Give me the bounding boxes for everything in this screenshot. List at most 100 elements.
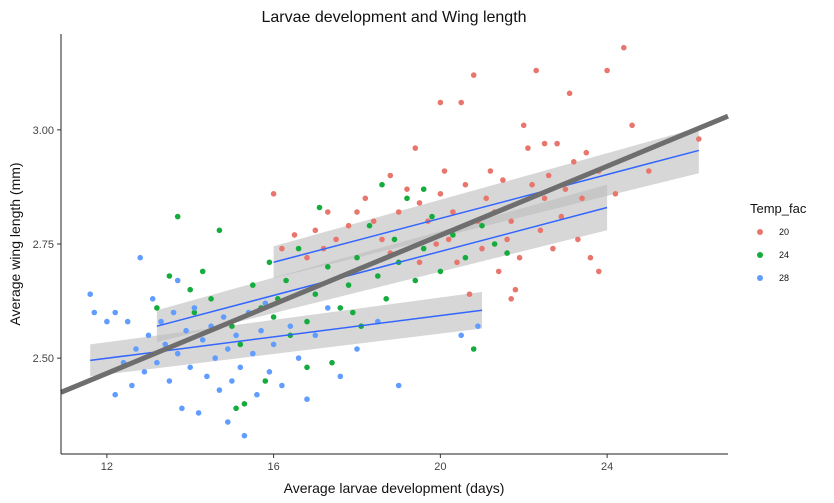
data-point-28 xyxy=(133,346,139,352)
data-point-20 xyxy=(433,241,440,247)
data-point-20 xyxy=(579,195,585,202)
data-point-28 xyxy=(266,369,273,375)
x-axis-ticks: 12 16 20 24 xyxy=(101,454,613,473)
data-point-24 xyxy=(391,236,398,243)
data-point-20 xyxy=(454,259,460,266)
data-point-24 xyxy=(462,254,469,261)
plot-area xyxy=(60,44,729,439)
data-point-24 xyxy=(304,364,310,371)
data-point-28 xyxy=(229,378,235,384)
data-point-20 xyxy=(362,195,369,202)
data-point-20 xyxy=(587,254,594,261)
data-point-20 xyxy=(312,227,319,234)
legend-label-28: 28 xyxy=(779,273,789,283)
data-point-24 xyxy=(429,213,435,220)
data-point-24 xyxy=(250,282,256,288)
data-point-20 xyxy=(437,99,444,106)
data-point-20 xyxy=(545,172,552,179)
legend-key-24 xyxy=(757,252,763,258)
x-tick-label: 16 xyxy=(267,461,279,473)
data-point-24 xyxy=(199,268,206,275)
data-point-28 xyxy=(220,314,227,320)
data-point-24 xyxy=(216,227,223,234)
data-point-28 xyxy=(287,323,294,330)
data-point-28 xyxy=(241,432,248,439)
data-points xyxy=(87,44,702,439)
data-point-20 xyxy=(504,236,510,243)
data-point-20 xyxy=(325,209,331,215)
data-point-28 xyxy=(149,296,156,302)
data-point-24 xyxy=(366,222,373,229)
chart-title: Larvae development and Wing length xyxy=(261,9,526,26)
data-point-20 xyxy=(445,236,452,243)
data-point-28 xyxy=(166,378,173,384)
legend: Temp_fac 20 24 28 xyxy=(750,201,807,283)
data-point-24 xyxy=(187,286,193,293)
data-point-20 xyxy=(533,67,539,74)
data-point-28 xyxy=(141,369,148,375)
legend-entries: 20 24 28 xyxy=(757,227,789,283)
data-point-20 xyxy=(516,254,523,261)
data-point-20 xyxy=(604,67,610,74)
x-tick-label: 20 xyxy=(434,461,446,473)
data-point-28 xyxy=(258,327,264,334)
data-point-20 xyxy=(479,245,485,252)
data-point-28 xyxy=(170,309,177,316)
data-point-20 xyxy=(279,245,285,252)
data-point-20 xyxy=(696,136,702,142)
data-point-24 xyxy=(237,341,244,348)
data-point-24 xyxy=(337,305,344,311)
data-point-28 xyxy=(124,318,131,325)
data-point-28 xyxy=(174,350,181,357)
data-point-20 xyxy=(304,254,310,261)
data-point-24 xyxy=(345,282,352,288)
data-point-20 xyxy=(495,268,502,275)
confidence-band-24 xyxy=(156,184,608,343)
data-point-20 xyxy=(612,191,619,197)
data-point-28 xyxy=(204,373,210,380)
data-point-28 xyxy=(325,305,331,311)
y-tick-label: 2.50 xyxy=(33,353,54,365)
data-point-20 xyxy=(387,172,394,179)
data-point-20 xyxy=(646,168,652,174)
data-point-20 xyxy=(550,245,556,252)
data-point-28 xyxy=(475,323,481,330)
data-point-20 xyxy=(333,236,339,243)
fit-lines xyxy=(60,113,729,395)
data-point-20 xyxy=(512,286,519,293)
data-point-28 xyxy=(154,359,160,366)
data-point-20 xyxy=(437,191,444,197)
data-point-28 xyxy=(158,318,164,325)
data-point-28 xyxy=(250,350,256,357)
data-point-28 xyxy=(216,387,223,393)
data-point-28 xyxy=(87,291,93,298)
data-point-20 xyxy=(416,200,423,206)
x-tick-label: 24 xyxy=(601,461,613,473)
data-point-28 xyxy=(183,327,189,334)
y-axis-title: Average wing length (mm) xyxy=(7,162,23,325)
data-point-24 xyxy=(325,264,331,270)
y-tick-label: 3.00 xyxy=(33,125,54,137)
data-point-28 xyxy=(354,346,360,352)
data-point-24 xyxy=(329,359,335,366)
data-point-28 xyxy=(145,332,152,339)
data-point-24 xyxy=(295,245,302,252)
data-point-28 xyxy=(225,346,231,352)
data-point-20 xyxy=(291,232,298,238)
data-point-24 xyxy=(354,254,360,261)
data-point-28 xyxy=(304,396,310,403)
data-point-20 xyxy=(575,236,581,243)
data-point-24 xyxy=(491,241,498,247)
data-point-20 xyxy=(404,186,410,192)
data-point-20 xyxy=(520,122,527,129)
data-point-20 xyxy=(541,140,548,147)
data-point-20 xyxy=(441,168,448,174)
data-point-20 xyxy=(558,213,565,220)
data-point-28 xyxy=(212,355,218,361)
data-point-28 xyxy=(112,309,118,316)
data-point-20 xyxy=(529,181,535,188)
x-axis-title: Average larvae development (days) xyxy=(284,480,505,496)
data-point-24 xyxy=(504,250,510,256)
data-point-20 xyxy=(583,149,590,156)
data-point-24 xyxy=(350,309,356,316)
